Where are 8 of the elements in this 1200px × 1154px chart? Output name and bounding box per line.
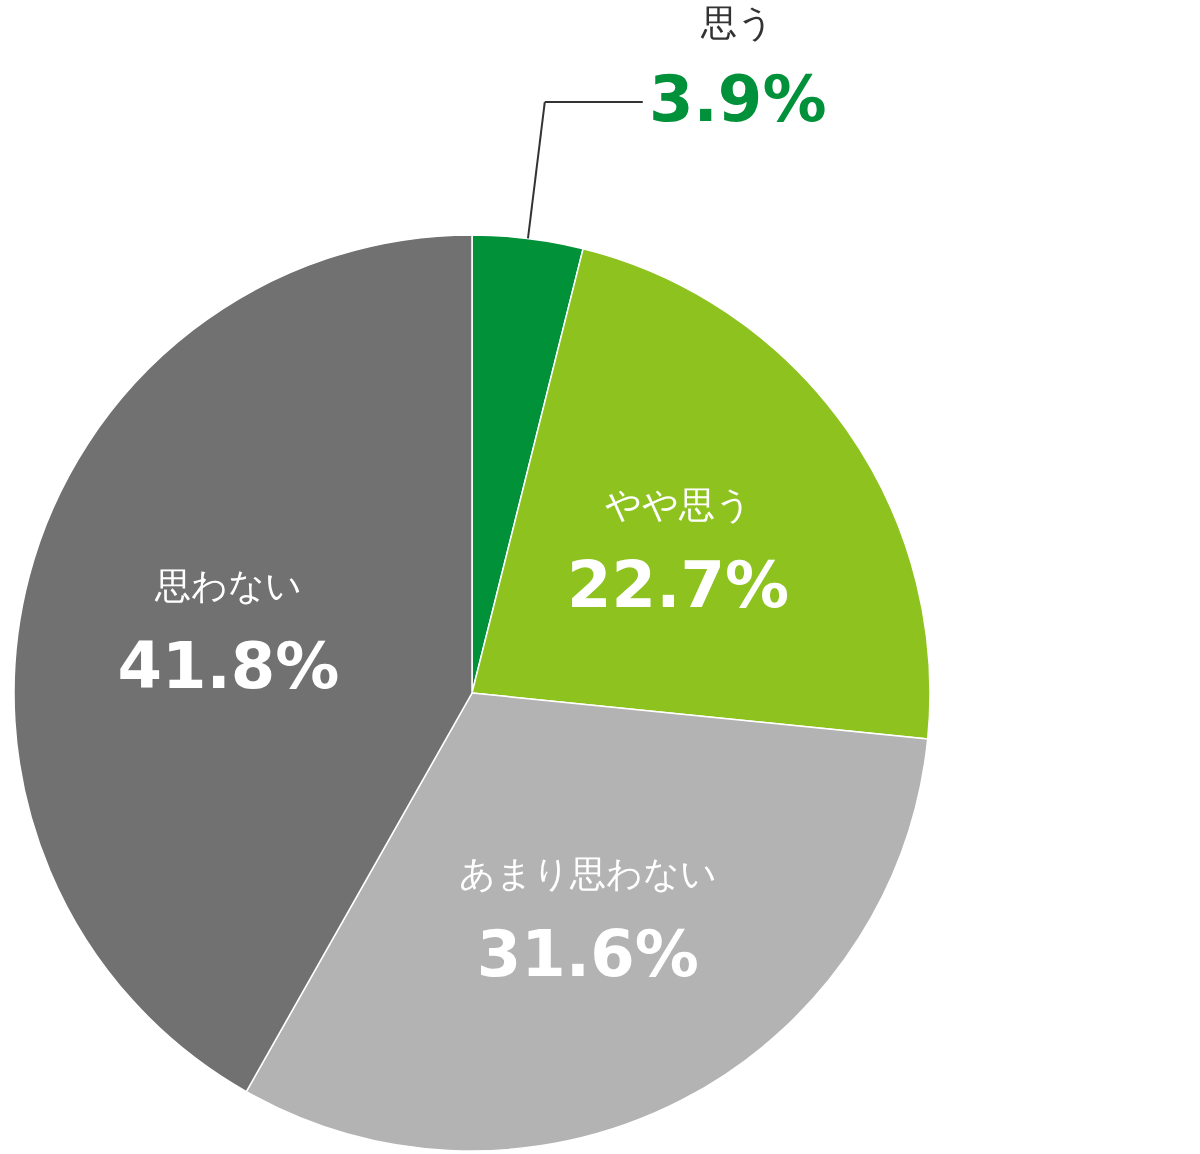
data-label: 31.6% xyxy=(476,916,699,991)
data-label: 41.8% xyxy=(117,628,340,703)
slice-label: 思う xyxy=(700,2,775,44)
slice-label: あまり思わない xyxy=(458,852,717,894)
data-label: 3.9% xyxy=(649,62,827,137)
slice-label: 思わない xyxy=(153,564,302,606)
slice-label: やや思う xyxy=(604,484,752,526)
data-label: 22.7% xyxy=(567,548,790,623)
